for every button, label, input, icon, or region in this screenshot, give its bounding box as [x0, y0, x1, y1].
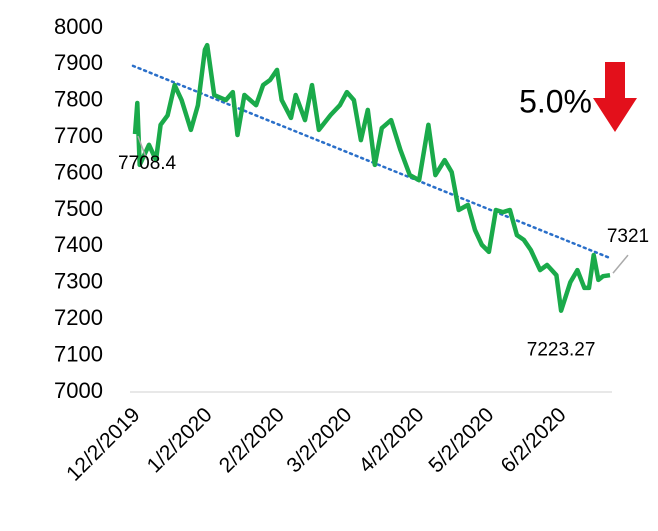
- y-tick-label: 7900: [54, 50, 103, 75]
- data-line: [132, 42, 611, 313]
- x-tick-label: 2/2/2020: [215, 403, 289, 477]
- down-arrow: [593, 62, 637, 132]
- label-leader: [137, 135, 148, 161]
- x-tick-label: 3/2/2020: [282, 403, 356, 477]
- x-tick-label: 4/2/2020: [355, 403, 429, 477]
- point-label: 7223.27: [527, 340, 596, 361]
- y-tick-label: 7100: [54, 341, 103, 366]
- y-tick-label: 7500: [54, 196, 103, 221]
- trend-line: [131, 64, 612, 260]
- x-tick-label: 1/2/2020: [143, 403, 217, 477]
- y-tick-label: 7300: [54, 269, 103, 294]
- label-leader: [612, 254, 629, 274]
- y-tick-label: 8000: [54, 14, 103, 39]
- x-tick-label: 6/2/2020: [497, 403, 571, 477]
- x-tick-label: 12/2/2019: [62, 403, 144, 485]
- y-tick-label: 7400: [54, 232, 103, 257]
- point-label: 7321: [607, 226, 649, 247]
- y-tick-label: 7000: [54, 378, 103, 403]
- change-annotation: 5.0%: [519, 83, 592, 119]
- point-label: 7708.4: [118, 153, 177, 174]
- y-tick-label: 7200: [54, 305, 103, 330]
- y-tick-label: 7700: [54, 123, 103, 148]
- y-tick-label: 7600: [54, 159, 103, 184]
- y-tick-label: 7800: [54, 87, 103, 112]
- x-tick-label: 5/2/2020: [424, 403, 498, 477]
